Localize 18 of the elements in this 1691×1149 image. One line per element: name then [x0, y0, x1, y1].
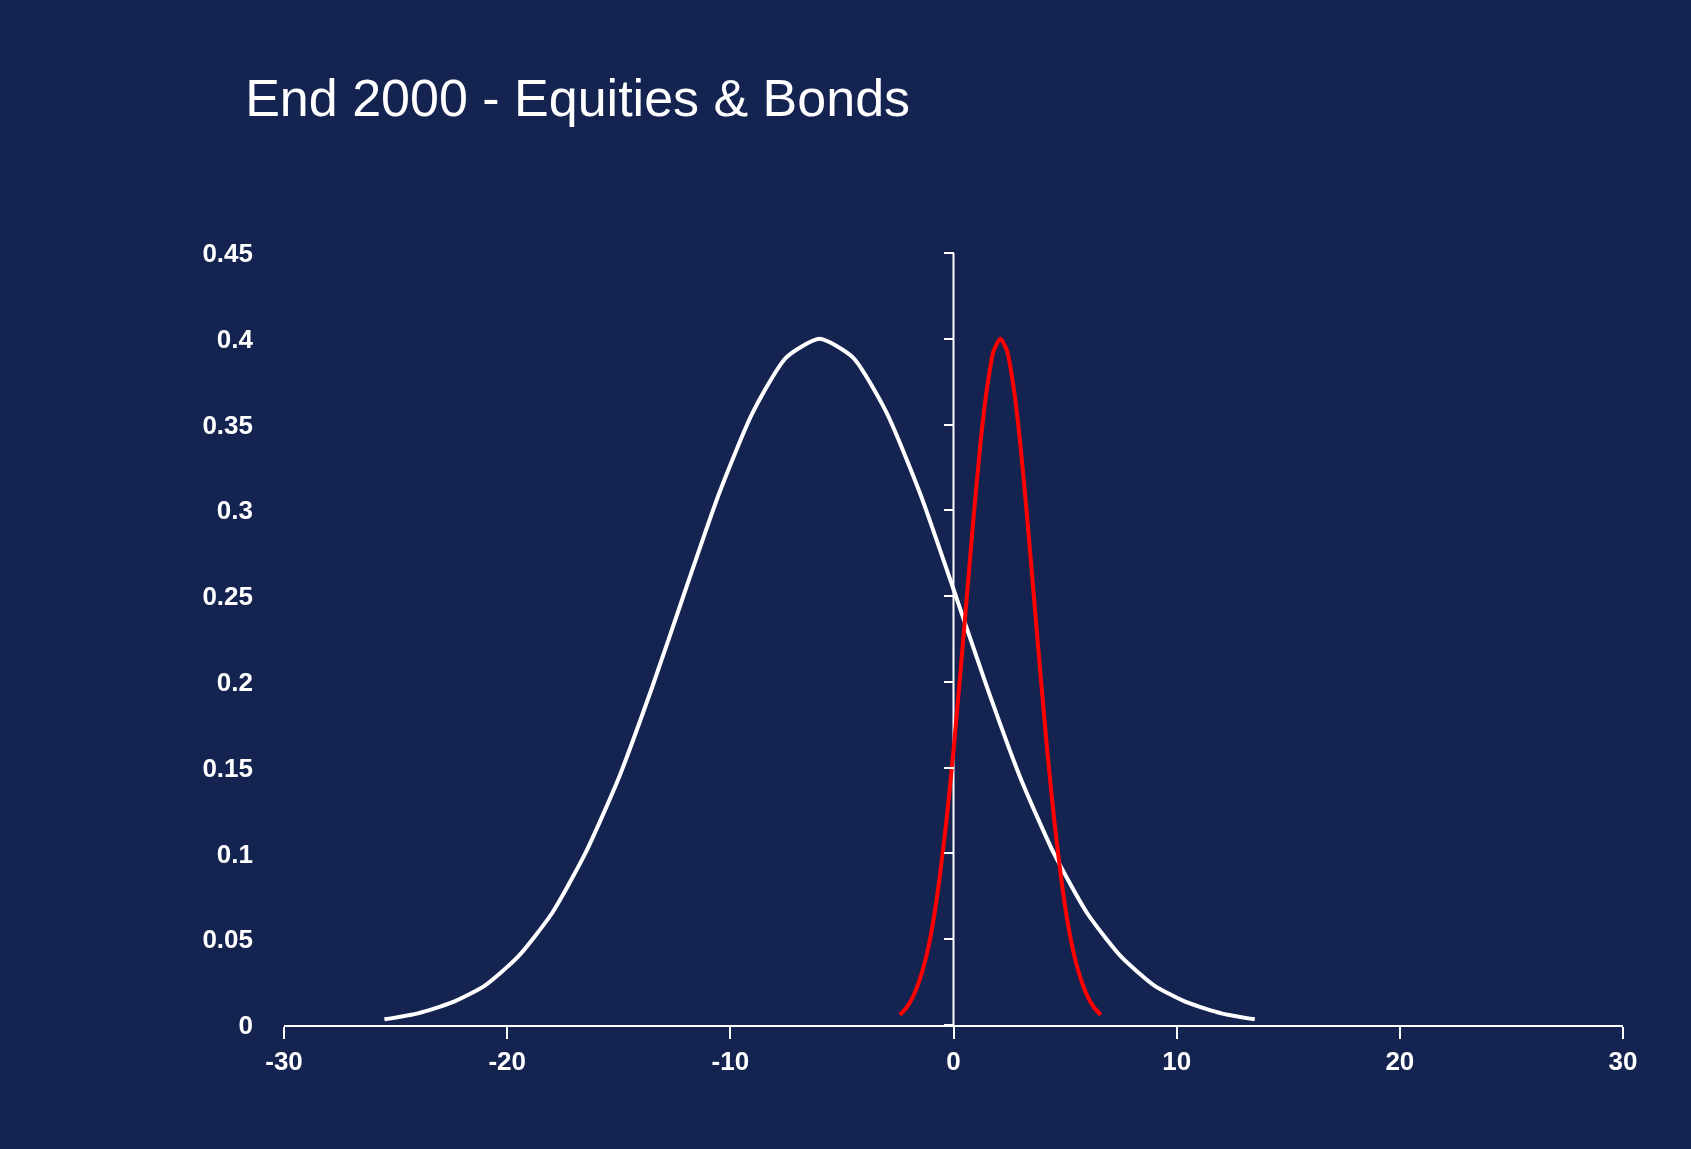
y-tick-label: 0.1 — [216, 838, 253, 869]
y-tick-label: 0.3 — [216, 495, 253, 526]
y-tick-label: 0.2 — [216, 666, 253, 697]
x-tick-label: -20 — [488, 1046, 526, 1077]
y-tick-label: 0.05 — [202, 924, 253, 955]
x-tick-label: 30 — [1608, 1046, 1638, 1077]
x-tick-label: 20 — [1385, 1046, 1415, 1077]
x-tick-label: -30 — [265, 1046, 303, 1077]
y-tick-label: 0.4 — [216, 323, 254, 354]
chart-title: End 2000 - Equities & Bonds — [245, 68, 911, 127]
y-tick-label: 0.45 — [202, 238, 253, 269]
y-tick-label: 0 — [238, 1010, 253, 1041]
x-tick-label: 0 — [946, 1046, 961, 1077]
y-tick-label: 0.35 — [202, 409, 253, 440]
x-tick-label: -10 — [711, 1046, 750, 1077]
x-tick-label: 10 — [1162, 1046, 1192, 1077]
y-tick-label: 0.25 — [202, 581, 253, 612]
y-tick-label: 0.15 — [202, 752, 253, 783]
